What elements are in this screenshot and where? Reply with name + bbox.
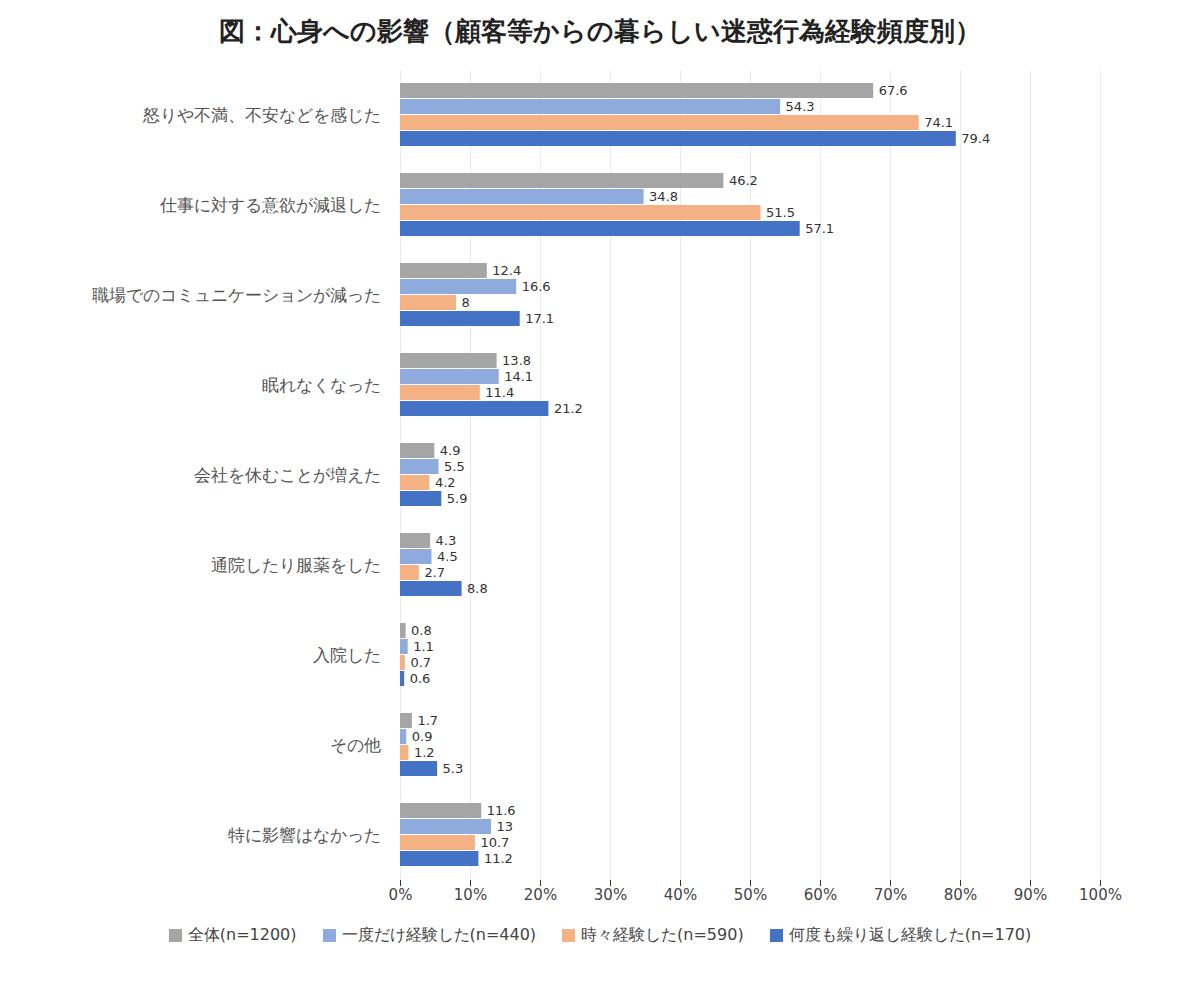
svg-text:会社を休むことが増えた: 会社を休むことが増えた [194,465,381,485]
svg-text:0.6: 0.6 [410,671,431,686]
html-text:一度だけ経験した(n=440): 一度だけ経験した(n=440) [341,925,537,944]
svg-text:4.2: 4.2 [435,475,456,490]
svg-text:入院した: 入院した [313,645,381,665]
svg-text:51.5: 51.5 [766,205,795,220]
svg-text:8: 8 [462,295,470,310]
svg-text:90%: 90% [1014,886,1047,904]
svg-text:40%: 40% [664,886,697,904]
svg-text:8.8: 8.8 [467,581,488,596]
svg-text:74.1: 74.1 [924,115,953,130]
svg-text:57.1: 57.1 [805,221,834,236]
svg-text:眠れなくなった: 眠れなくなった [262,375,381,395]
html-text:図：心身への影響（顧客等からの暮らしい迷惑行為経験頻度別）: 図：心身への影響（顧客等からの暮らしい迷惑行為経験頻度別） [219,16,981,46]
svg-text:54.3: 54.3 [786,99,815,114]
svg-text:5.5: 5.5 [444,459,465,474]
svg-text:5.3: 5.3 [443,761,464,776]
svg-text:特に影響はなかった: 特に影響はなかった [228,825,381,845]
svg-text:4.3: 4.3 [436,533,457,548]
svg-text:30%: 30% [594,886,627,904]
svg-text:0.8: 0.8 [411,623,432,638]
svg-text:67.6: 67.6 [879,83,908,98]
svg-text:70%: 70% [874,886,907,904]
svg-text:10%: 10% [454,886,487,904]
svg-text:11.6: 11.6 [487,803,516,818]
svg-text:仕事に対する意欲が減退した: 仕事に対する意欲が減退した [159,195,381,215]
svg-text:1.2: 1.2 [414,745,435,760]
svg-text:50%: 50% [734,886,767,904]
svg-text:怒りや不満、不安などを感じた: 怒りや不満、不安などを感じた [142,105,381,125]
svg-text:通院したり服薬をした: 通院したり服薬をした [211,555,381,575]
svg-text:46.2: 46.2 [729,173,758,188]
svg-text:17.1: 17.1 [525,311,554,326]
html-text:時々経験した(n=590): 時々経験した(n=590) [581,925,744,944]
svg-text:11.2: 11.2 [484,851,513,866]
svg-text:60%: 60% [804,886,837,904]
svg-text:4.5: 4.5 [437,549,458,564]
svg-text:4.9: 4.9 [440,443,461,458]
svg-text:10.7: 10.7 [480,835,509,850]
svg-text:100%: 100% [1079,886,1122,904]
svg-text:79.4: 79.4 [961,131,990,146]
svg-text:21.2: 21.2 [554,401,583,416]
svg-text:20%: 20% [524,886,557,904]
svg-text:80%: 80% [944,886,977,904]
svg-text:0%: 0% [389,886,413,904]
svg-text:16.6: 16.6 [522,279,551,294]
svg-text:13: 13 [497,819,514,834]
svg-text:1.7: 1.7 [417,713,438,728]
svg-text:その他: その他 [330,735,381,755]
svg-text:11.4: 11.4 [485,385,514,400]
svg-text:0.9: 0.9 [412,729,433,744]
svg-text:14.1: 14.1 [504,369,533,384]
svg-text:34.8: 34.8 [649,189,678,204]
svg-text:1.1: 1.1 [413,639,434,654]
svg-text:12.4: 12.4 [492,263,521,278]
svg-text:0.7: 0.7 [410,655,431,670]
html-text:全体(n=1200): 全体(n=1200) [187,925,297,944]
html-text:何度も繰り返し経験した(n=170): 何度も繰り返し経験した(n=170) [788,925,1032,944]
svg-text:2.7: 2.7 [424,565,445,580]
svg-text:13.8: 13.8 [502,353,531,368]
svg-text:職場でのコミュニケーションが減った: 職場でのコミュニケーションが減った [92,285,381,305]
svg-text:5.9: 5.9 [447,491,468,506]
